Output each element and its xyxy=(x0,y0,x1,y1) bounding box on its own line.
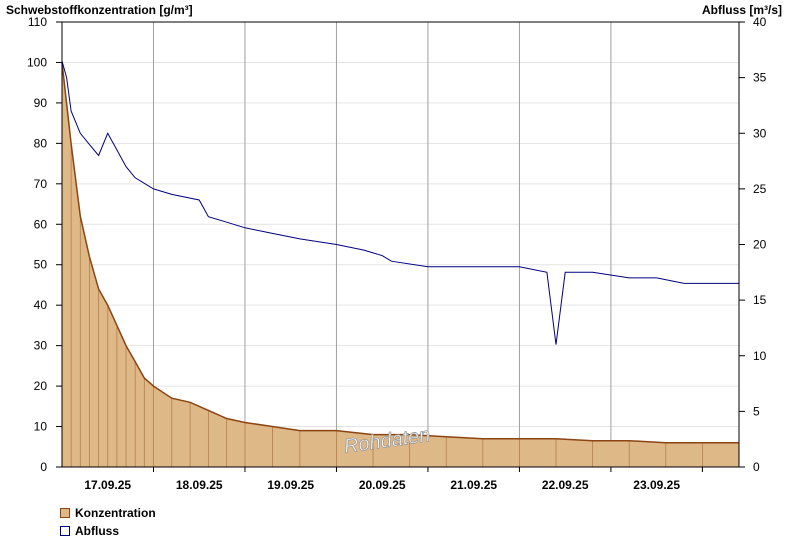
abfluss-line xyxy=(61,60,739,345)
left-tick-label-110: 110 xyxy=(28,15,47,29)
left-tick-label-60: 60 xyxy=(34,217,48,231)
right-axis-title: Abfluss [m³/s] xyxy=(702,3,782,17)
left-tick-label-40: 40 xyxy=(34,298,48,312)
right-tick-label-5: 5 xyxy=(753,404,760,418)
legend-label-abfluss: Abfluss xyxy=(75,524,120,538)
grid-lines xyxy=(62,21,739,428)
left-axis-title: Schwebstoffkonzentration [g/m³] xyxy=(6,3,193,17)
left-tick-label-70: 70 xyxy=(34,177,48,191)
right-tick-label-40: 40 xyxy=(753,15,767,29)
left-tick-label-80: 80 xyxy=(34,136,48,150)
legend-label-konzentration: Konzentration xyxy=(75,506,156,520)
left-axis-ticks: 0 10 20 30 40 50 60 70 80 90 100 110 xyxy=(27,15,62,474)
left-tick-label-30: 30 xyxy=(34,339,48,353)
left-tick-label-50: 50 xyxy=(34,258,48,272)
x-tick-label-2: 19.09.25 xyxy=(267,478,314,492)
abfluss-series xyxy=(61,60,739,345)
left-tick-label-90: 90 xyxy=(34,96,48,110)
right-tick-label-30: 30 xyxy=(753,126,767,140)
konzentration-line xyxy=(61,62,739,444)
legend-swatch-abfluss xyxy=(60,526,70,536)
left-tick-label-100: 100 xyxy=(27,55,47,69)
right-tick-label-0: 0 xyxy=(753,460,760,474)
left-tick-label-20: 20 xyxy=(34,379,48,393)
x-tick-label-5: 22.09.25 xyxy=(542,478,589,492)
left-tick-label-0: 0 xyxy=(40,460,47,474)
x-axis-ticks: 17.09.25 18.09.25 19.09.25 20.09.25 21.09.25… xyxy=(84,467,703,492)
right-tick-label-10: 10 xyxy=(753,349,767,363)
day-separator-lines xyxy=(152,22,612,467)
right-axis-ticks: 0 5 10 15 20 25 30 35 40 xyxy=(739,15,767,474)
x-tick-label-4: 21.09.25 xyxy=(450,478,497,492)
legend-swatch-konzentration xyxy=(60,508,70,518)
right-tick-label-15: 15 xyxy=(753,293,767,307)
x-tick-label-1: 18.09.25 xyxy=(176,478,223,492)
x-tick-label-3: 20.09.25 xyxy=(359,478,406,492)
right-tick-label-20: 20 xyxy=(753,238,767,252)
legend-item-abfluss: Abfluss xyxy=(60,522,156,540)
left-tick-label-10: 10 xyxy=(34,420,48,434)
legend-item-konzentration: Konzentration xyxy=(60,504,156,522)
right-tick-label-35: 35 xyxy=(753,71,767,85)
x-tick-label-6: 23.09.25 xyxy=(633,478,680,492)
x-tick-label-0: 17.09.25 xyxy=(84,478,131,492)
right-tick-label-25: 25 xyxy=(753,182,767,196)
konzentration-area xyxy=(62,62,739,467)
legend: Konzentration Abfluss xyxy=(60,504,156,540)
